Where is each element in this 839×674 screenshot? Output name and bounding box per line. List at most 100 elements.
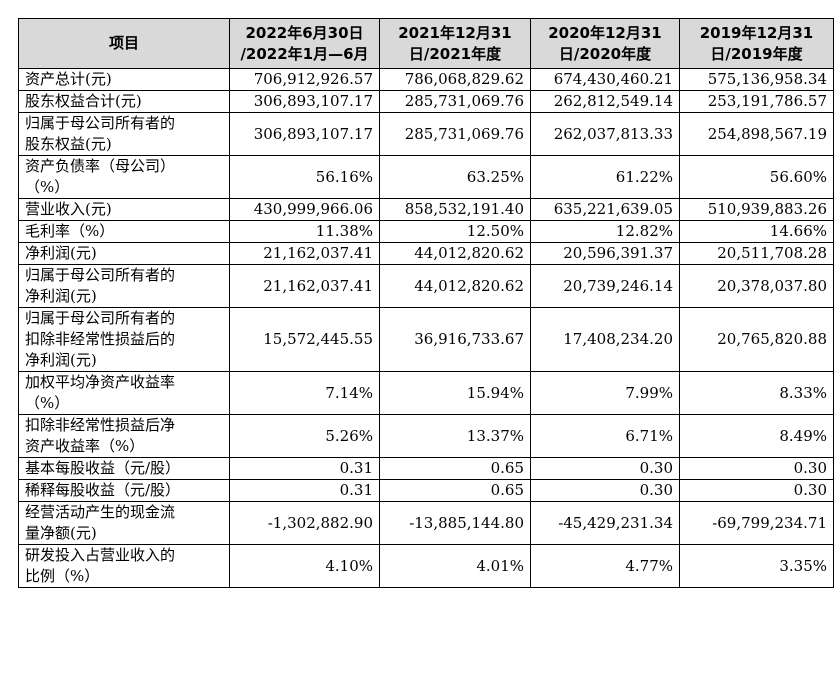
table-row: 归属于母公司所有者的 净利润(元) 21,162,037.41 44,012,820.… xyxy=(18,264,834,308)
table-row: 资产总计(元) 706,912,926.57 786,068,829.62 674,4… xyxy=(18,68,834,91)
row-label: 扣除非经常性损益后净 资产收益率（%） xyxy=(18,414,230,458)
value-cell: 0.31 xyxy=(229,479,380,502)
value-cell: 61.22% xyxy=(530,155,680,199)
value-cell: 7.99% xyxy=(530,371,680,415)
table-row: 研发投入占营业收入的 比例（%） 4.10% 4.01% 4.77% 3.35% xyxy=(18,544,834,588)
value-cell: 575,136,958.34 xyxy=(679,68,834,91)
value-cell: 15,572,445.55 xyxy=(229,307,380,372)
value-cell: 3.35% xyxy=(679,544,834,588)
value-cell: 13.37% xyxy=(379,414,531,458)
row-label: 归属于母公司所有者的 股东权益(元) xyxy=(18,112,230,156)
value-cell: 306,893,107.17 xyxy=(229,112,380,156)
value-cell: 8.49% xyxy=(679,414,834,458)
value-cell: 20,511,708.28 xyxy=(679,242,834,265)
table-row: 扣除非经常性损益后净 资产收益率（%） 5.26% 13.37% 6.71% 8.49% xyxy=(18,414,834,458)
value-cell: 430,999,966.06 xyxy=(229,198,380,221)
financial-summary-table: 项目 2022年6月30日/2022年1月—6月 2021年12月31 日/202… xyxy=(18,18,834,588)
table-row: 加权平均净资产收益率 （%） 7.14% 15.94% 7.99% 8.33% xyxy=(18,371,834,415)
row-label: 净利润(元) xyxy=(18,242,230,265)
value-cell: 7.14% xyxy=(229,371,380,415)
value-cell: 8.33% xyxy=(679,371,834,415)
value-cell: 11.38% xyxy=(229,220,380,243)
row-label-line: 资产负债率（母公司） xyxy=(25,157,176,175)
value-cell: 858,532,191.40 xyxy=(379,198,531,221)
row-label-line: 基本每股收益（元/股） xyxy=(25,459,181,477)
header-2022h1: 2022年6月30日/2022年1月—6月 xyxy=(229,18,380,69)
row-label-line: 归属于母公司所有者的 xyxy=(25,114,176,132)
row-label: 经营活动产生的现金流 量净额(元) xyxy=(18,501,230,545)
value-cell: -45,429,231.34 xyxy=(530,501,680,545)
row-label: 加权平均净资产收益率 （%） xyxy=(18,371,230,415)
value-cell: 262,812,549.14 xyxy=(530,90,680,113)
value-cell: 306,893,107.17 xyxy=(229,90,380,113)
row-label: 归属于母公司所有者的 净利润(元) xyxy=(18,264,230,308)
value-cell: 254,898,567.19 xyxy=(679,112,834,156)
value-cell: 21,162,037.41 xyxy=(229,264,380,308)
value-cell: 285,731,069.76 xyxy=(379,90,531,113)
value-cell: 4.10% xyxy=(229,544,380,588)
table-row: 股东权益合计(元) 306,893,107.17 285,731,069.76 262… xyxy=(18,90,834,113)
value-cell: 262,037,813.33 xyxy=(530,112,680,156)
row-label-line: 量净额(元) xyxy=(25,524,97,542)
table-row: 稀释每股收益（元/股） 0.31 0.65 0.30 0.30 xyxy=(18,479,834,502)
row-label: 稀释每股收益（元/股） xyxy=(18,479,230,502)
row-label: 资产负债率（母公司） （%） xyxy=(18,155,230,199)
row-label-line: 股东权益(元) xyxy=(25,135,112,153)
value-cell: 20,596,391.37 xyxy=(530,242,680,265)
value-cell: -13,885,144.80 xyxy=(379,501,531,545)
value-cell: 786,068,829.62 xyxy=(379,68,531,91)
table-row: 经营活动产生的现金流 量净额(元) -1,302,882.90 -13,885,144… xyxy=(18,501,834,545)
value-cell: 510,939,883.26 xyxy=(679,198,834,221)
row-label-line: 比例（%） xyxy=(25,567,100,585)
row-label-line: 归属于母公司所有者的 xyxy=(25,309,176,327)
row-label-line: 经营活动产生的现金流 xyxy=(25,503,176,521)
header-row: 项目 2022年6月30日/2022年1月—6月 2021年12月31 日/202… xyxy=(18,18,834,69)
value-cell: 4.77% xyxy=(530,544,680,588)
header-item: 项目 xyxy=(18,18,230,69)
value-cell: 36,916,733.67 xyxy=(379,307,531,372)
row-label-line: 扣除非经常性损益后净 xyxy=(25,416,176,434)
row-label-line: 扣除非经常性损益后的 xyxy=(25,330,176,348)
value-cell: 635,221,639.05 xyxy=(530,198,680,221)
value-cell: 5.26% xyxy=(229,414,380,458)
row-label-line: 加权平均净资产收益率 xyxy=(25,373,176,391)
value-cell: 20,378,037.80 xyxy=(679,264,834,308)
value-cell: 12.82% xyxy=(530,220,680,243)
row-label-line: 净利润(元) xyxy=(25,351,97,369)
value-cell: 0.65 xyxy=(379,457,531,480)
header-2021: 2021年12月31 日/2021年度 xyxy=(379,18,531,69)
header-2019: 2019年12月31 日/2019年度 xyxy=(679,18,834,69)
value-cell: 0.65 xyxy=(379,479,531,502)
value-cell: -1,302,882.90 xyxy=(229,501,380,545)
table-header: 项目 2022年6月30日/2022年1月—6月 2021年12月31 日/202… xyxy=(18,18,834,69)
row-label-line: 研发投入占营业收入的 xyxy=(25,546,176,564)
value-cell: 674,430,460.21 xyxy=(530,68,680,91)
value-cell: 17,408,234.20 xyxy=(530,307,680,372)
row-label: 营业收入(元) xyxy=(18,198,230,221)
row-label: 股东权益合计(元) xyxy=(18,90,230,113)
row-label: 毛利率（%） xyxy=(18,220,230,243)
table-row: 归属于母公司所有者的 扣除非经常性损益后的 净利润(元) 15,572,445.55 3… xyxy=(18,307,834,372)
value-cell: 0.30 xyxy=(679,479,834,502)
value-cell: 44,012,820.62 xyxy=(379,242,531,265)
value-cell: 56.60% xyxy=(679,155,834,199)
row-label-line: 归属于母公司所有者的 xyxy=(25,266,176,284)
value-cell: 63.25% xyxy=(379,155,531,199)
table-body: 资产总计(元) 706,912,926.57 786,068,829.62 674,4… xyxy=(18,68,834,588)
row-label-line: 营业收入(元) xyxy=(25,200,112,218)
table-row: 基本每股收益（元/股） 0.31 0.65 0.30 0.30 xyxy=(18,457,834,480)
row-label-line: （%） xyxy=(25,394,70,412)
row-label-line: 资产收益率（%） xyxy=(25,437,145,455)
table-row: 归属于母公司所有者的 股东权益(元) 306,893,107.17 285,731,0… xyxy=(18,112,834,156)
value-cell: 253,191,786.57 xyxy=(679,90,834,113)
row-label-line: （%） xyxy=(25,178,70,196)
row-label-line: 股东权益合计(元) xyxy=(25,92,142,110)
value-cell: 0.30 xyxy=(679,457,834,480)
value-cell: 0.30 xyxy=(530,457,680,480)
value-cell: 12.50% xyxy=(379,220,531,243)
table-row: 资产负债率（母公司） （%） 56.16% 63.25% 61.22% 56.60% xyxy=(18,155,834,199)
row-label-line: 净利润(元) xyxy=(25,244,97,262)
value-cell: 21,162,037.41 xyxy=(229,242,380,265)
value-cell: 706,912,926.57 xyxy=(229,68,380,91)
value-cell: 0.31 xyxy=(229,457,380,480)
